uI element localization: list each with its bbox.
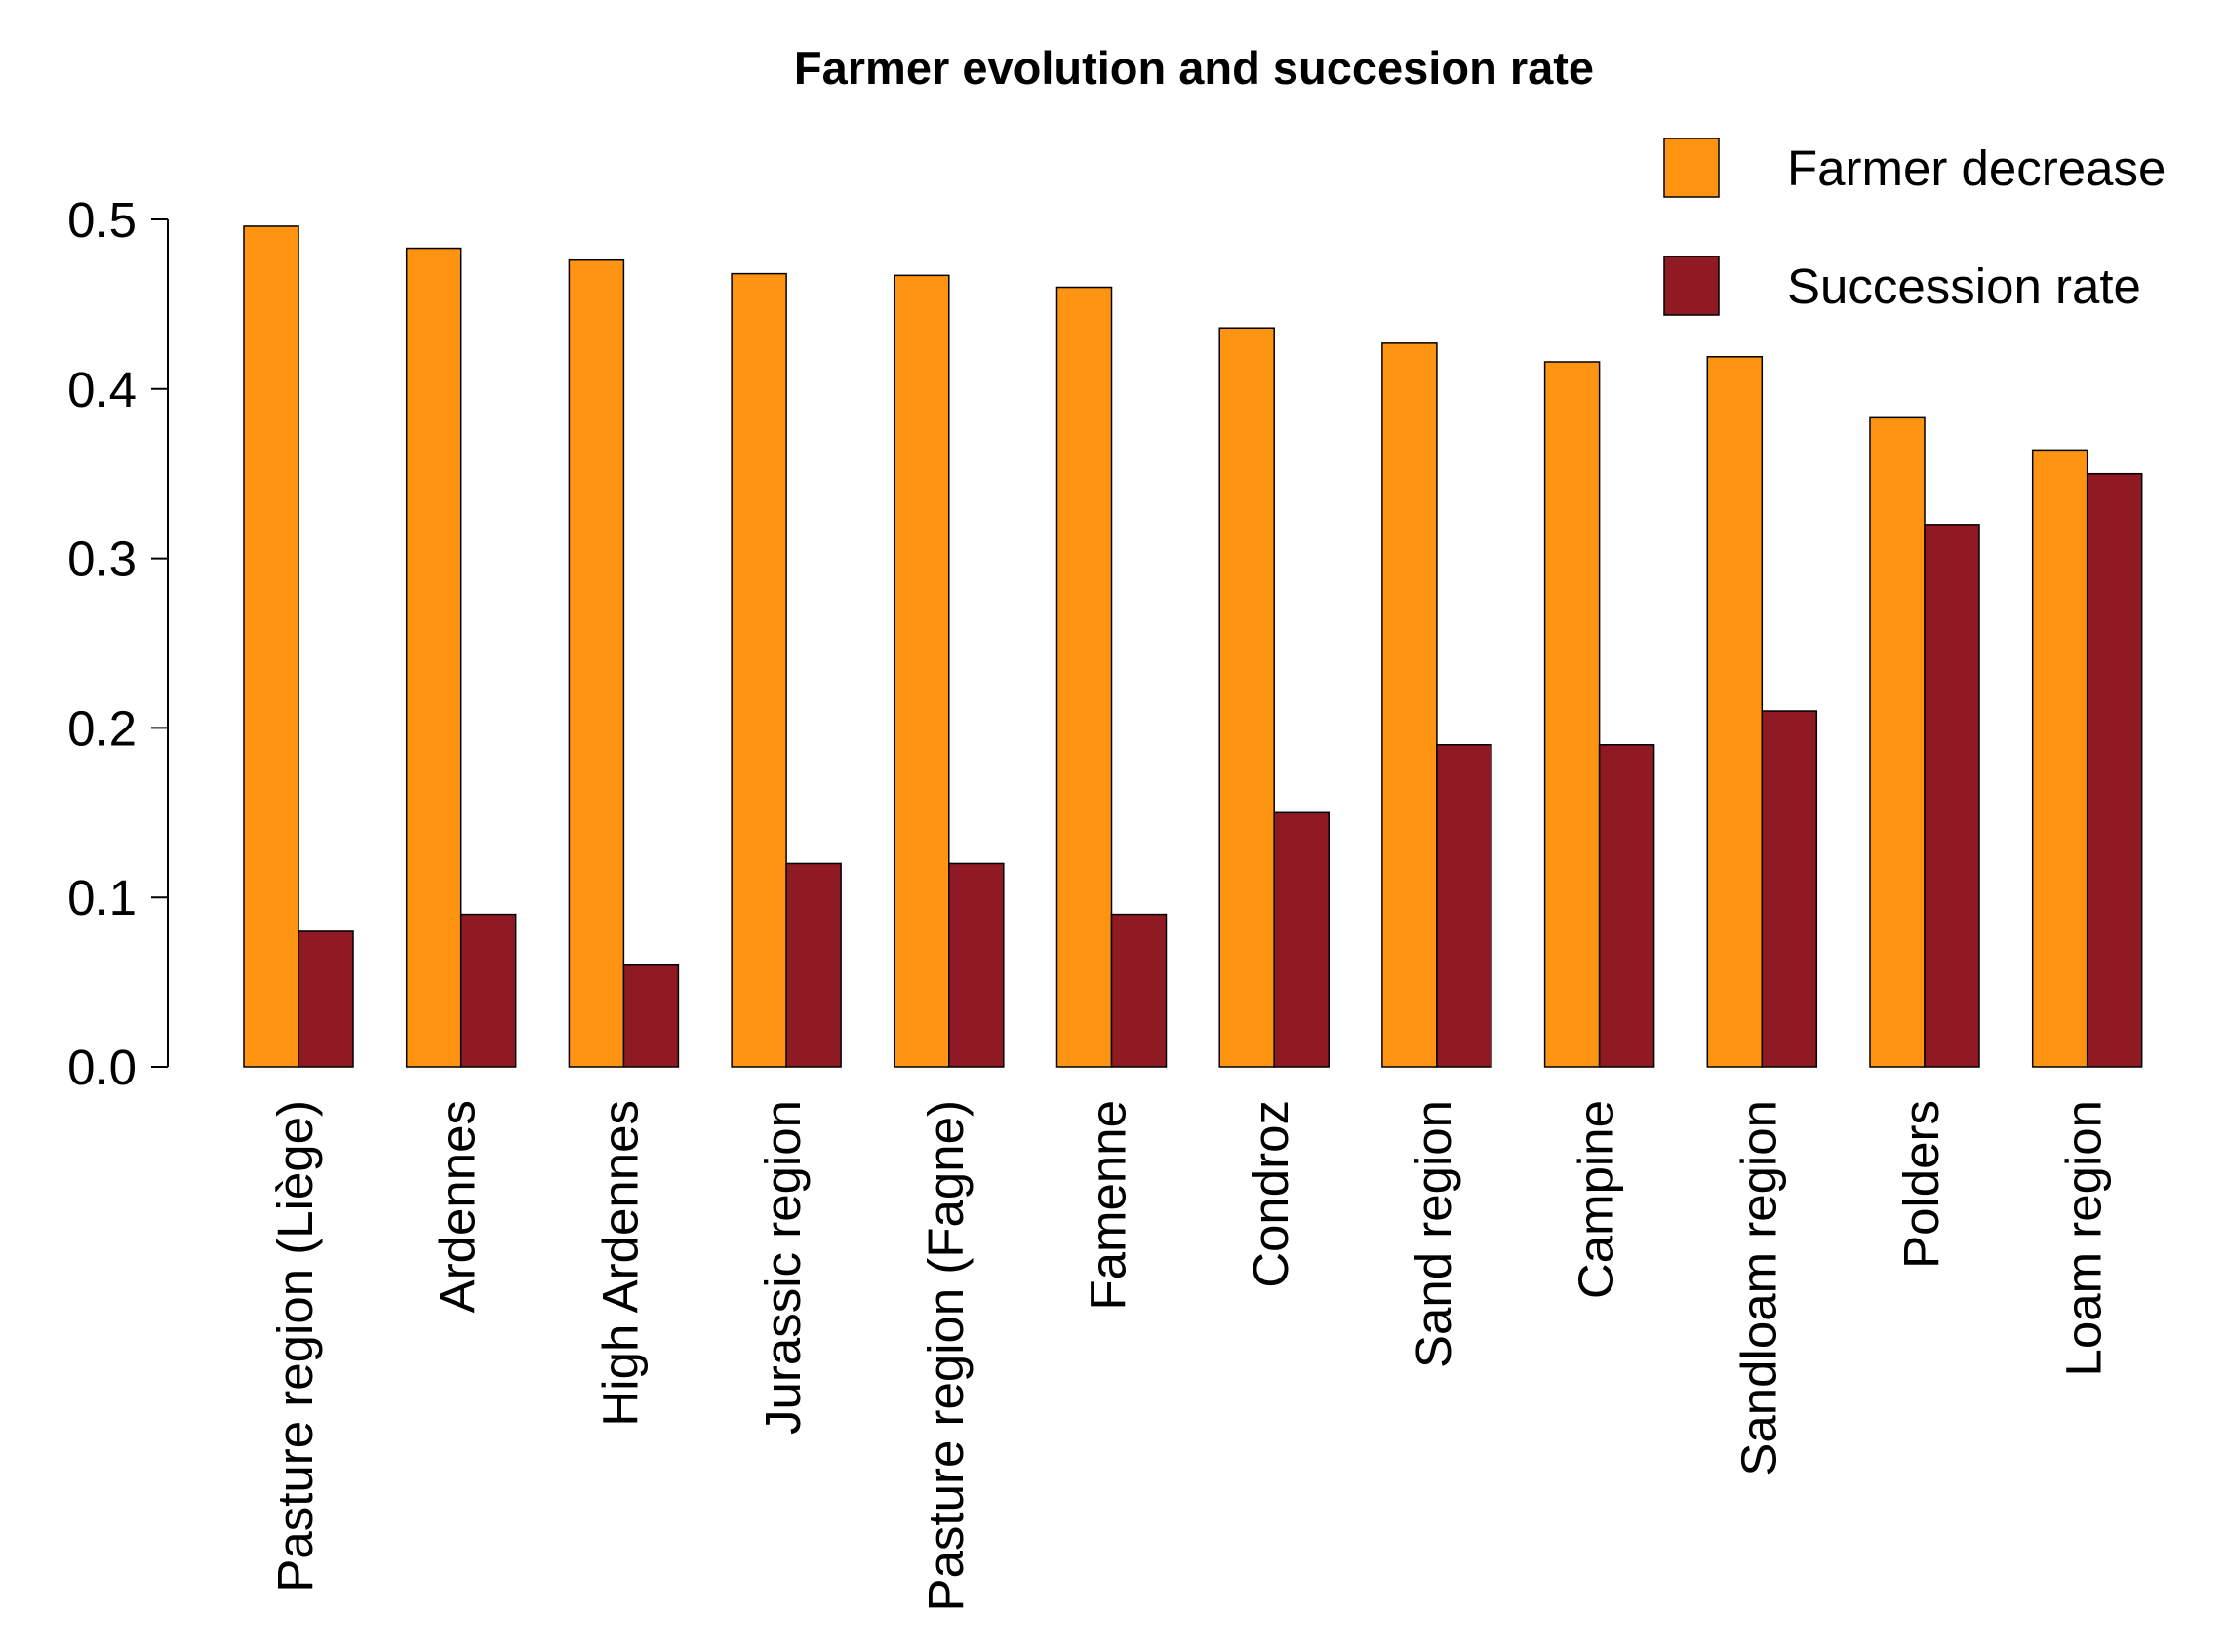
chart-title: Farmer evolution and succesion rate [794,42,1594,94]
bar-farmer-decrease-pasture-region-li-ge [243,225,299,1068]
legend-label-farmer-decrease: Farmer decrease [1787,140,2166,196]
y-axis: 0.0 0.1 0.2 0.3 0.4 0.5 [67,192,169,1095]
bar-farmer-decrease-loam-region [2031,449,2088,1068]
x-category-label-sandloam-region: Sandloam region [1730,1100,1786,1476]
y-tick-label-2: 0.2 [67,700,137,756]
legend-swatch-succession-rate [1663,256,1720,316]
y-tick-label-3: 0.3 [67,531,137,587]
bar-farmer-decrease-sand-region [1381,342,1438,1068]
bar-succession-rate-sandloam-region [1761,710,1818,1068]
bar-farmer-decrease-jurassic-region [731,272,787,1068]
x-category-label-jurassic-region: Jurassic region [755,1100,811,1435]
x-category-label-condroz: Condroz [1243,1100,1298,1288]
bar-farmer-decrease-campine [1543,361,1601,1068]
x-category-label-campine: Campine [1569,1100,1624,1299]
bar-succession-rate-pasture-region-fagne [948,862,1005,1068]
bar-farmer-decrease-condroz [1218,327,1275,1068]
bar-succession-rate-jurassic-region [785,862,842,1068]
bar-succession-rate-pasture-region-li-ge [298,930,354,1068]
x-category-label-sand-region: Sand region [1406,1100,1461,1368]
y-tick-label-4: 0.4 [67,362,137,417]
x-labels-group: Pasture region (Liège) Ardennes High Arden… [267,1100,2112,1611]
bar-farmer-decrease-polders [1869,416,1926,1068]
bar-succession-rate-campine [1598,744,1655,1068]
x-category-label-pasture-region-li-ge: Pasture region (Liège) [267,1100,323,1593]
x-category-label-ardennes: Ardennes [430,1100,486,1313]
bar-farmer-decrease-ardennes [405,247,462,1068]
bar-succession-rate-polders [1924,524,1980,1068]
legend-label-succession-rate: Succession rate [1787,258,2141,314]
bar-succession-rate-condroz [1273,811,1330,1068]
bar-farmer-decrease-pasture-region-fagne [894,274,950,1068]
y-tick-label-0: 0.0 [67,1040,137,1095]
bar-succession-rate-loam-region [2086,472,2143,1068]
bar-farmer-decrease-famenne [1055,286,1113,1068]
bar-succession-rate-high-ardennes [622,964,680,1068]
x-category-label-polders: Polders [1893,1100,1949,1269]
y-tick-label-1: 0.1 [67,870,137,925]
legend-swatch-farmer-decrease [1663,138,1720,198]
y-tick-label-5: 0.5 [67,192,137,248]
bar-succession-rate-ardennes [459,913,517,1068]
bar-succession-rate-famenne [1110,913,1168,1068]
legend: Farmer decrease Succession rate [1663,138,2166,316]
bar-farmer-decrease-high-ardennes [568,258,625,1068]
x-category-label-famenne: Famenne [1081,1100,1136,1310]
bar-succession-rate-sand-region [1436,744,1492,1068]
x-category-label-high-ardennes: High Ardennes [592,1100,648,1427]
bars-group [243,225,2143,1068]
x-category-label-pasture-region-fagne: Pasture region (Fagne) [918,1100,974,1611]
x-category-label-loam-region: Loam region [2056,1100,2112,1377]
bar-farmer-decrease-sandloam-region [1706,356,1764,1068]
